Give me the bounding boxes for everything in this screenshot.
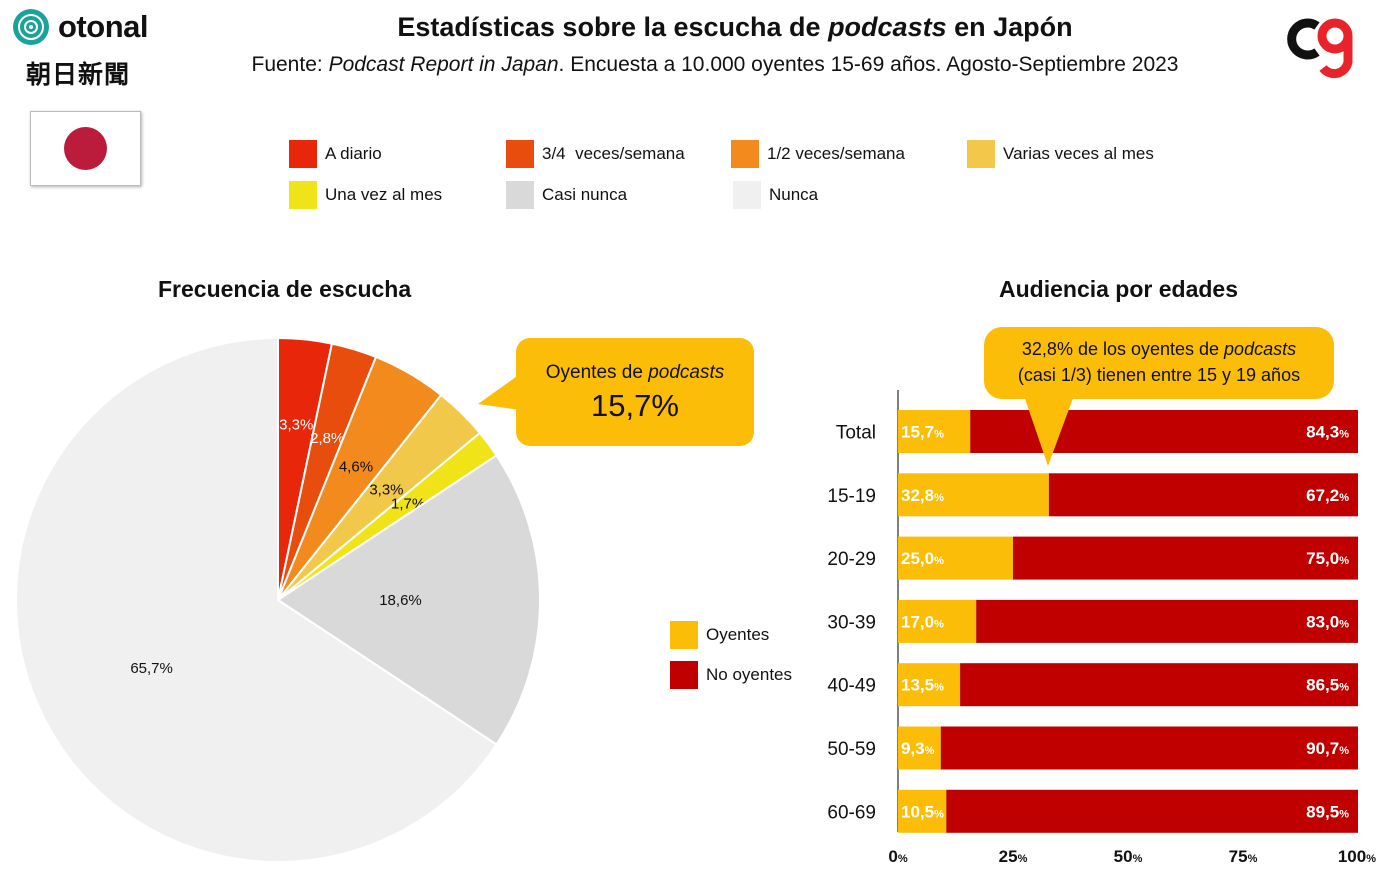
pie-callout-pointer	[478, 374, 520, 410]
bar-callout-line1: 32,8% de los oyentes de podcasts	[1021, 339, 1297, 359]
bar-category-label: 30-39	[827, 612, 876, 633]
bar-category-label: 15-19	[827, 486, 876, 507]
pie-slice-label: 4,6%	[339, 458, 373, 475]
legend-swatch	[289, 181, 317, 209]
bar-oyentes	[898, 663, 961, 707]
bar-no-oyentes	[940, 726, 1358, 770]
bar-no-oyentes-label: 83,0%	[1306, 612, 1349, 631]
pie-chart-title: Frecuencia de escucha	[158, 276, 412, 302]
bar-oyentes-label: 15,7%	[901, 423, 944, 442]
legend-item-varias-mes: Varias veces al mes	[967, 140, 1154, 168]
bar-category-label: 40-49	[827, 676, 876, 697]
pie-slice-label: 3,3%	[369, 482, 403, 499]
legend-swatch	[731, 140, 759, 168]
legend-item-nunca: Nunca	[733, 181, 818, 209]
bar-oyentes	[898, 473, 1049, 517]
legend-swatch	[670, 621, 698, 649]
bar-chart: Total 15,7% 84,3% 15-19 32,8% 67,2% 20-29 25,0%…	[827, 390, 1376, 866]
bar-callout-line2: (casi 1/3) tienen entre 15 y 19 años	[1017, 365, 1301, 385]
bar-no-oyentes-label: 67,2%	[1306, 486, 1349, 505]
pie-slice	[276, 454, 541, 746]
legend-item-34-semana: 3/4 veces/semana	[506, 140, 685, 168]
legend-item-casi-nunca: Casi nunca	[506, 181, 627, 209]
legend-label: Nunca	[769, 185, 819, 204]
legend-item-una-vez-mes: Una vez al mes	[289, 181, 442, 209]
legend-item-oyentes: Oyentes	[670, 621, 769, 649]
legend-swatch	[733, 181, 761, 209]
legend-item-no-oyentes: No oyentes	[670, 661, 792, 689]
x-tick-label: 0%	[888, 847, 907, 866]
otonal-logo-text: otonal	[58, 9, 149, 44]
legend-label: Oyentes	[706, 625, 770, 644]
bar-oyentes-label: 13,5%	[901, 676, 944, 695]
bar-no-oyentes	[960, 663, 1358, 707]
bar-oyentes	[898, 726, 941, 770]
japan-flag-icon	[30, 111, 141, 186]
bar-oyentes	[898, 536, 1013, 580]
bar-no-oyentes	[946, 789, 1358, 833]
bar-no-oyentes-label: 75,0%	[1306, 549, 1349, 568]
bar-oyentes	[898, 410, 971, 453]
bar-callout: 32,8% de los oyentes de podcasts (casi 1…	[984, 327, 1334, 399]
bar-oyentes-label: 25,0%	[901, 549, 944, 568]
bar-no-oyentes-label: 84,3%	[1306, 423, 1349, 442]
otonal-logo: otonal	[12, 8, 149, 46]
legend-label: Una vez al mes	[325, 185, 443, 204]
legend-item-12-semana: 1/2 veces/semana	[731, 140, 905, 168]
legend-label: No oyentes	[706, 665, 792, 684]
pie-slice-label: 2,8%	[310, 430, 344, 447]
bar-oyentes-label: 32,8%	[901, 486, 944, 505]
page-title: Estadísticas sobre la escucha de podcast…	[397, 12, 1073, 42]
legend-swatch	[506, 140, 534, 168]
pie-chart: 3,3%2,8%4,6%3,3%1,7%18,6%65,7%	[15, 336, 541, 863]
legend-label: A diario	[325, 144, 382, 163]
legend-label: 1/2 veces/semana	[767, 144, 905, 163]
legend-label: Casi nunca	[542, 185, 628, 204]
bar-no-oyentes	[976, 599, 1358, 643]
bar-no-oyentes-label: 90,7%	[1306, 739, 1349, 758]
bar-chart-title: Audiencia por edades	[999, 276, 1239, 302]
bar-no-oyentes	[1013, 536, 1358, 580]
pie-callout: Oyentes de podcasts 15,7%	[516, 338, 754, 446]
bar-no-oyentes	[1048, 473, 1358, 517]
legend-label: Varias veces al mes	[1003, 144, 1154, 163]
bar-oyentes-label: 10,5%	[901, 802, 944, 821]
x-tick-label: 25%	[999, 847, 1028, 866]
bar-category-label: Total	[836, 423, 876, 444]
bar-category-label: 50-59	[827, 739, 876, 760]
bar-no-oyentes-label: 86,5%	[1306, 676, 1349, 695]
otonal-logo-icon	[13, 9, 49, 45]
pie-slice-label: 18,6%	[379, 592, 422, 609]
legend-swatch	[670, 661, 698, 689]
legend-item-a-diario: A diario	[289, 140, 382, 168]
pie-callout-text: Oyentes de podcasts	[545, 362, 725, 383]
asahi-logo-text: 朝日新聞	[26, 60, 131, 89]
legend-swatch	[289, 140, 317, 168]
pie-slice-label: 3,3%	[279, 417, 313, 434]
bar-oyentes	[898, 599, 977, 643]
bar-oyentes-label: 17,0%	[901, 612, 944, 631]
pie-callout-value: 15,7%	[591, 388, 679, 423]
x-tick-label: 75%	[1229, 847, 1258, 866]
bar-category-label: 20-29	[827, 549, 876, 570]
legend-swatch	[967, 140, 995, 168]
legend-label: 3/4 veces/semana	[542, 144, 685, 163]
legend-swatch	[506, 181, 534, 209]
bar-oyentes	[898, 789, 947, 833]
bar-category-label: 60-69	[827, 802, 876, 823]
brand-logo-icon	[1287, 18, 1353, 79]
x-tick-label: 100%	[1338, 847, 1376, 866]
pie-slice	[15, 336, 498, 863]
bar-callout-pointer	[1022, 390, 1076, 466]
bar-no-oyentes-label: 89,5%	[1306, 802, 1349, 821]
x-tick-label: 50%	[1114, 847, 1143, 866]
page-subtitle: Fuente: Podcast Report in Japan. Encuest…	[251, 53, 1179, 76]
pie-slice-label: 65,7%	[130, 660, 173, 677]
